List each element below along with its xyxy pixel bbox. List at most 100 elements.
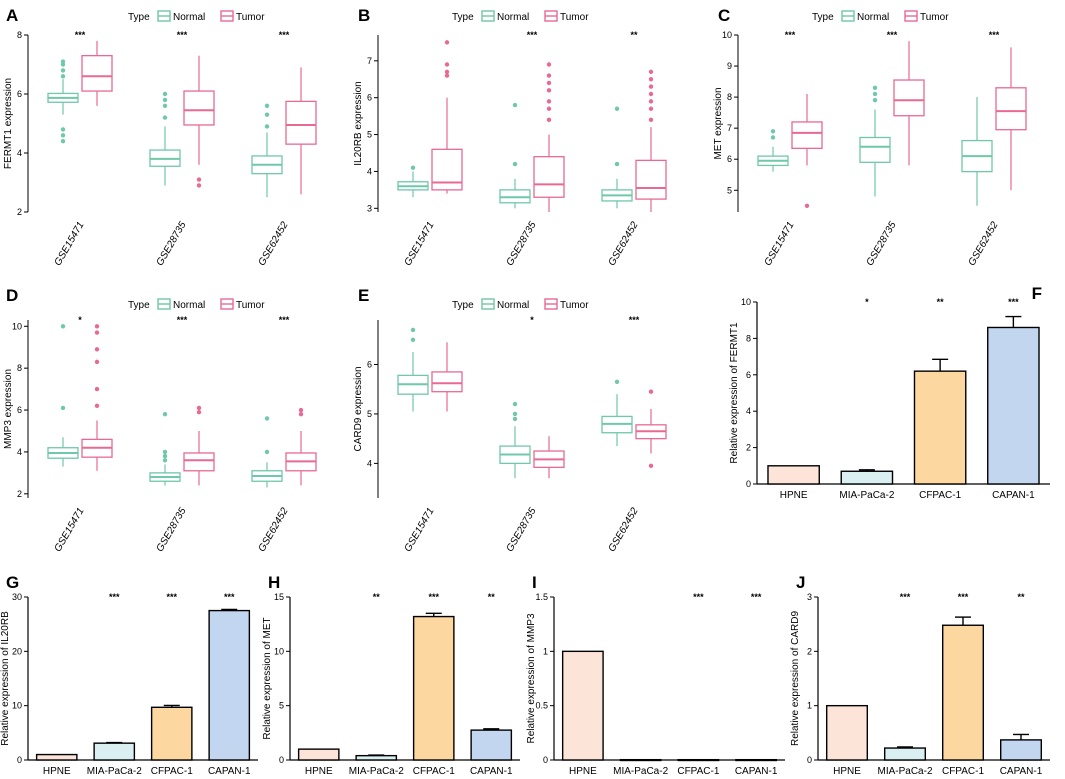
outlier-point bbox=[546, 73, 552, 78]
box-tumor-gse28735 bbox=[533, 62, 565, 212]
outlier-point bbox=[60, 133, 66, 138]
outlier-point bbox=[60, 59, 66, 64]
box-normal-gse62452 bbox=[601, 106, 633, 209]
legend: Type Normal Tumor bbox=[128, 298, 265, 311]
outlier-point bbox=[614, 106, 620, 111]
box-tumor-gse28735 bbox=[183, 55, 215, 188]
legend-title: Type bbox=[452, 300, 474, 311]
y-tick-label: 6 bbox=[367, 93, 372, 103]
y-tick-label: 9 bbox=[727, 61, 732, 71]
panel-b: B Type Normal Tumor 3 4 5 6 7 IL20RB expression GS… bbox=[353, 6, 667, 268]
outlier-point bbox=[196, 183, 202, 188]
outlier-point bbox=[94, 359, 100, 365]
panel-c: C Type Normal Tumor 5 6 7 8 9 10 MET expression ***… bbox=[713, 6, 1027, 268]
bar-mia-paca-2 bbox=[619, 758, 662, 762]
y-axis-title: FERMT1 expression bbox=[3, 78, 14, 169]
outlier-point bbox=[196, 405, 202, 411]
significance-label: *** bbox=[177, 315, 188, 325]
box-tumor-gse15471 bbox=[431, 342, 463, 412]
box-iqr bbox=[431, 371, 463, 393]
outlier-point bbox=[298, 407, 304, 413]
box-iqr bbox=[81, 55, 113, 92]
box-iqr bbox=[791, 121, 823, 149]
outlier-point bbox=[264, 112, 270, 117]
box-iqr bbox=[183, 90, 215, 126]
x-category-label: GSE15471 bbox=[53, 506, 87, 554]
significance-label: *** bbox=[751, 592, 762, 602]
legend-label-tumor: Tumor bbox=[560, 12, 589, 23]
x-category-label: GSE62452 bbox=[607, 220, 641, 268]
box-normal-gse28735 bbox=[859, 85, 891, 197]
x-category-label: GSE62452 bbox=[257, 506, 291, 554]
y-tick-label: 2 bbox=[746, 443, 751, 453]
legend-title: Type bbox=[452, 12, 474, 23]
outlier-point bbox=[298, 412, 304, 417]
x-category-label: GSE28735 bbox=[505, 220, 539, 268]
significance-label: *** bbox=[527, 30, 538, 40]
y-tick-label: 15 bbox=[274, 592, 284, 602]
y-axis-title: Relative expression of MET bbox=[262, 617, 273, 739]
panel-i: I 0 0.5 1 1.5 Relative expression of MMP3 HPNE… bbox=[526, 573, 785, 777]
significance-label: *** bbox=[989, 30, 1000, 40]
x-category-label: CFPAC-1 bbox=[942, 766, 984, 777]
outlier-point bbox=[804, 203, 810, 208]
y-tick-label: 0 bbox=[746, 479, 751, 489]
legend-label-normal: Normal bbox=[497, 12, 529, 23]
x-category-label: CAPAN-1 bbox=[1000, 766, 1043, 777]
x-category-label: GSE28735 bbox=[155, 220, 189, 268]
bar-mia-paca-2 bbox=[840, 470, 894, 485]
outlier-point bbox=[444, 73, 450, 78]
outlier-point bbox=[162, 115, 168, 120]
x-category-label: MIA-PaCa-2 bbox=[877, 766, 932, 777]
x-category-label: CFPAC-1 bbox=[919, 490, 961, 501]
y-tick-label: 10 bbox=[274, 646, 284, 656]
outlier-point bbox=[94, 403, 100, 409]
y-tick-label: 7 bbox=[727, 123, 732, 133]
y-tick-label: 5 bbox=[727, 185, 732, 195]
outlier-point bbox=[264, 449, 270, 455]
x-category-label: HPNE bbox=[43, 766, 71, 777]
x-category-label: GSE15471 bbox=[403, 220, 437, 268]
x-category-label: MIA-PaCa-2 bbox=[87, 766, 142, 777]
y-tick-label: 3 bbox=[807, 592, 812, 602]
box-tumor-gse62452 bbox=[995, 47, 1027, 191]
outlier-point bbox=[60, 68, 66, 73]
x-category-label: GSE62452 bbox=[967, 220, 1001, 268]
outlier-point bbox=[60, 324, 66, 329]
x-category-label: GSE62452 bbox=[257, 220, 291, 268]
y-tick-label: 0.5 bbox=[535, 701, 548, 711]
y-tick-label: 4 bbox=[367, 166, 372, 176]
significance-label: *** bbox=[166, 592, 177, 602]
outlier-point bbox=[512, 416, 518, 422]
outlier-point bbox=[196, 409, 202, 415]
outlier-point bbox=[648, 69, 654, 75]
box-tumor-gse28735 bbox=[183, 405, 215, 486]
outlier-point bbox=[410, 337, 416, 342]
y-axis-title: Relative expression of FERMT1 bbox=[729, 322, 740, 464]
y-tick-label: 0 bbox=[279, 755, 284, 765]
outlier-point bbox=[162, 91, 168, 97]
box-iqr bbox=[893, 79, 925, 117]
outlier-point bbox=[648, 84, 654, 89]
bar-capan-1 bbox=[208, 609, 251, 761]
bar-hpne bbox=[767, 465, 820, 485]
bar-hpne bbox=[297, 748, 340, 761]
significance-label: * bbox=[78, 315, 82, 325]
outlier-point bbox=[444, 62, 450, 67]
outlier-point bbox=[512, 161, 518, 167]
significance-label: *** bbox=[900, 592, 911, 602]
panel-a: A Type Normal Tumor 2 4 6 8 FERMT1 expression ***… bbox=[3, 6, 317, 268]
x-category-label: GSE28735 bbox=[505, 506, 539, 554]
significance-label: *** bbox=[279, 30, 290, 40]
x-category-label: CAPAN-1 bbox=[735, 766, 778, 777]
legend-title: Type bbox=[812, 12, 834, 23]
significance-label: *** bbox=[958, 592, 969, 602]
x-category-label: GSE15471 bbox=[53, 220, 87, 268]
outlier-point bbox=[94, 347, 100, 352]
box-iqr bbox=[285, 100, 317, 145]
legend-label-normal: Normal bbox=[497, 300, 529, 311]
outlier-point bbox=[162, 458, 168, 463]
x-category-label: CFPAC-1 bbox=[151, 766, 193, 777]
y-tick-label: 2 bbox=[17, 207, 22, 217]
